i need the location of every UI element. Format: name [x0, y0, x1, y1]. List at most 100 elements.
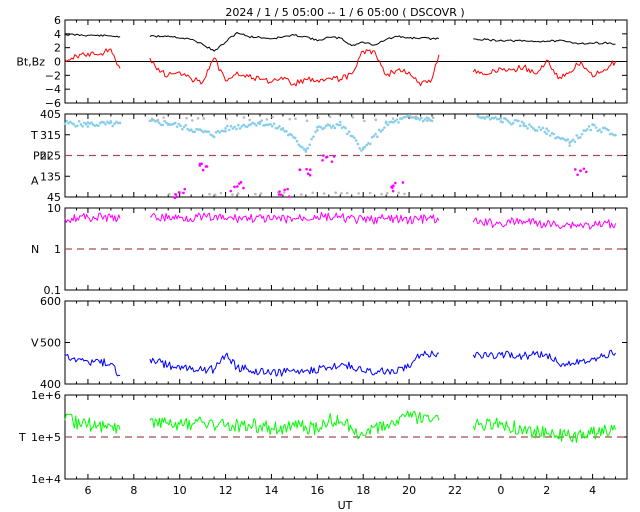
phi-gray-point — [426, 119, 429, 122]
theta-point — [301, 145, 304, 149]
phi-gray-point — [259, 192, 263, 195]
phi-gray-point — [397, 191, 401, 195]
theta-point — [585, 128, 589, 131]
phi-point — [175, 195, 179, 199]
theta-point — [587, 125, 591, 128]
theta-point — [504, 117, 508, 121]
phi-point — [183, 187, 187, 191]
x-tick-label: 22 — [448, 484, 462, 497]
theta-point — [271, 124, 274, 128]
theta-point — [400, 117, 404, 120]
theta-point — [253, 122, 256, 126]
theta-point — [224, 129, 227, 133]
theta-point — [539, 128, 543, 132]
phi-point — [279, 193, 283, 196]
theta-point — [308, 143, 311, 146]
theta-point — [353, 136, 356, 140]
theta-point — [68, 120, 72, 124]
phi-gray-point — [208, 192, 211, 196]
theta-point — [376, 135, 379, 139]
theta-point — [501, 120, 504, 124]
phi-gray-point — [311, 191, 315, 195]
phi-point — [182, 191, 185, 195]
theta-point — [552, 132, 556, 136]
speed-y-label: V — [31, 337, 39, 350]
phi-gray-point — [351, 116, 355, 119]
angle-panel-ytick-label: 315 — [40, 129, 61, 142]
phi-gray-point — [368, 191, 372, 195]
theta-point — [374, 132, 377, 136]
phi-point — [576, 173, 579, 177]
theta-point — [269, 122, 272, 126]
phi-point — [287, 195, 291, 198]
theta-point — [363, 145, 367, 149]
series-n-line — [64, 212, 121, 224]
phi-point — [584, 170, 588, 174]
chart-title: 2024 / 1 / 5 05:00 -- 1 / 6 05:00 ( DSCO… — [225, 6, 464, 19]
density-panel-ytick-label: 0.1 — [44, 284, 62, 297]
series-tp-line — [149, 410, 440, 439]
angle-panel-ytick-label: 135 — [40, 170, 61, 183]
theta-point — [421, 119, 425, 123]
theta-point — [173, 121, 177, 125]
phi-point — [308, 173, 312, 177]
theta-point — [83, 121, 86, 125]
phi-gray-point — [202, 117, 206, 120]
theta-point — [528, 123, 531, 126]
theta-point — [258, 122, 262, 126]
theta-point — [200, 129, 204, 133]
theta-point — [416, 116, 420, 120]
speed-panel-frame — [64, 300, 628, 385]
phi-point — [174, 193, 177, 196]
series-v-line — [472, 349, 616, 368]
phi-gray-point — [299, 193, 303, 196]
theta-point — [310, 137, 313, 141]
phi-gray-point — [168, 192, 171, 196]
phi-gray-point — [420, 193, 423, 196]
theta-point — [226, 124, 229, 128]
theta-point — [157, 121, 161, 125]
theta-point — [65, 119, 69, 123]
phi-gray-point — [328, 115, 332, 119]
theta-point — [163, 119, 166, 123]
x-tick-label: 6 — [84, 484, 91, 497]
theta-point — [372, 134, 376, 138]
theta-point — [290, 133, 294, 137]
theta-point — [526, 127, 529, 130]
phi-gray-point — [265, 118, 269, 121]
speed-panel-ytick-label: 400 — [40, 378, 61, 391]
theta-point — [598, 128, 601, 131]
series-tp-line — [64, 413, 121, 434]
phi-gray-point — [380, 192, 383, 196]
angle-y-label-phi: Phi — [33, 150, 50, 163]
theta-point — [543, 130, 547, 134]
theta-point — [518, 124, 522, 128]
theta-point — [338, 120, 342, 124]
phi-point — [283, 188, 286, 192]
theta-point — [109, 121, 113, 124]
theta-point — [594, 126, 598, 129]
series-v-line — [149, 350, 440, 377]
theta-point — [393, 119, 397, 123]
theta-point — [358, 147, 361, 150]
theta-point — [285, 130, 288, 133]
theta-point — [177, 122, 181, 126]
phi-gray-point — [374, 118, 378, 122]
theta-point — [368, 142, 372, 146]
series-bz-line — [64, 48, 121, 69]
phi-point — [173, 196, 177, 200]
theta-point — [229, 124, 233, 128]
theta-point — [333, 126, 337, 130]
x-tick-label: 20 — [402, 484, 416, 497]
theta-point — [207, 130, 211, 133]
theta-point — [330, 126, 333, 129]
phi-gray-point — [414, 115, 418, 118]
phi-gray-point — [282, 191, 286, 194]
phi-point — [401, 181, 405, 184]
theta-point — [227, 128, 231, 132]
theta-point — [593, 123, 596, 127]
phi-gray-point — [322, 192, 326, 195]
theta-point — [104, 122, 107, 126]
phi-point — [298, 168, 302, 172]
